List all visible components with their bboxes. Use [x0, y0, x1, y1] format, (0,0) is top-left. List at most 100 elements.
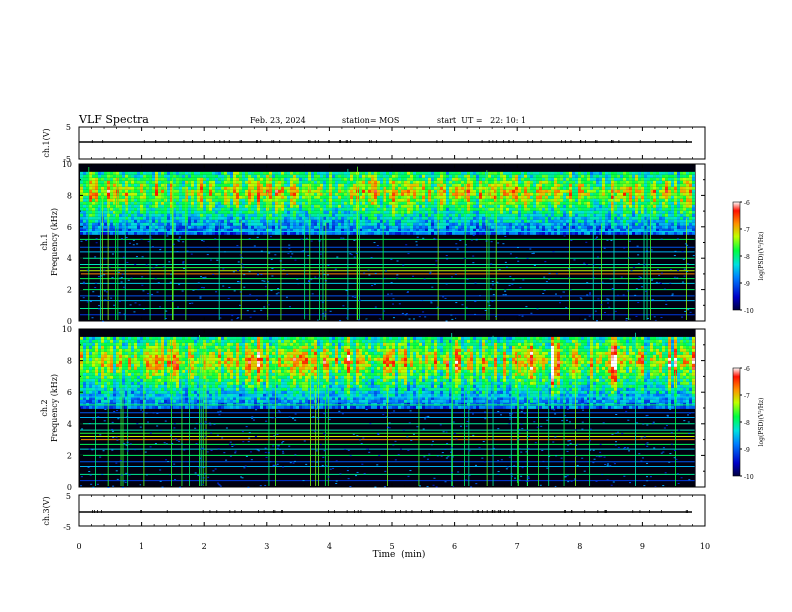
spectrogram-cell [221, 226, 224, 229]
spectrogram-cell [257, 220, 260, 223]
spectrogram-cell [92, 202, 95, 205]
spectrogram-cell [248, 217, 251, 220]
spectrogram-cell [614, 190, 617, 193]
spectrogram-cell [260, 211, 263, 214]
spectrogram-cell [347, 196, 350, 199]
spectrogram-cell [650, 178, 653, 181]
spectrogram-cell [173, 175, 176, 178]
spectrogram-cell [452, 223, 455, 226]
spectrogram-cell [671, 220, 674, 223]
spectrogram-cell [545, 208, 548, 211]
spectrogram-cell [395, 211, 398, 214]
spectrogram-cell [575, 199, 578, 202]
spectrogram-cell [314, 223, 317, 226]
spectrogram-cell [578, 232, 581, 235]
spectrogram-cell [350, 202, 353, 205]
spectrogram-cell [662, 175, 665, 178]
spectrogram-cell [371, 220, 374, 223]
spectrogram-cell [482, 226, 485, 229]
spectrogram-cell [542, 175, 545, 178]
spectrogram-cell [503, 193, 506, 196]
spectrogram-cell [332, 178, 335, 181]
spectrogram-cell [269, 178, 272, 181]
spectrogram-cell [458, 214, 461, 217]
spectrogram-cell [239, 190, 242, 193]
spectrogram-speckle [586, 264, 588, 265]
spectrogram-cell [680, 187, 683, 190]
spectrogram-cell [497, 232, 500, 235]
spectrogram-cell [134, 187, 137, 190]
spectrogram-cell [461, 199, 464, 202]
spectrogram-cell [572, 178, 575, 181]
spectrogram-cell [407, 214, 410, 217]
spectrogram-cell [458, 178, 461, 181]
spectrogram-cell [332, 175, 335, 178]
spectrogram-cell [578, 202, 581, 205]
spectrogram-cell [203, 178, 206, 181]
spectrogram-cell [131, 193, 134, 196]
spectrogram-cell [488, 172, 491, 175]
spectrogram-speckle [677, 270, 679, 271]
spectrogram-cell [290, 232, 293, 235]
spectrogram-speckle [96, 238, 98, 239]
spectrogram-cell [518, 202, 521, 205]
spectrogram-cell [164, 202, 167, 205]
spectrogram-cell [284, 217, 287, 220]
spectrogram-cell [554, 190, 557, 193]
spectrogram-cell [92, 196, 95, 199]
spectrogram-cell [668, 193, 671, 196]
spectrogram-cell [242, 187, 245, 190]
spectrogram-cell [620, 199, 623, 202]
spectrogram-cell [143, 220, 146, 223]
spectrogram-cell [95, 193, 98, 196]
spectrogram-cell [674, 211, 677, 214]
spectrogram-cell [428, 223, 431, 226]
spectrogram-cell [395, 178, 398, 181]
spectrogram-cell [230, 184, 233, 187]
spectrogram-cell [218, 172, 221, 175]
spectrogram-cell [497, 181, 500, 184]
spectrogram-cell [437, 175, 440, 178]
spectrogram-cell [92, 232, 95, 235]
spectrogram-cell [590, 175, 593, 178]
spectrogram-cell [572, 193, 575, 196]
spectrogram-cell [398, 187, 401, 190]
spectrogram-cell [497, 208, 500, 211]
spectrogram-cell [455, 199, 458, 202]
spectrogram-cell [530, 196, 533, 199]
spectrogram-cell [404, 217, 407, 220]
spectrogram-cell [518, 214, 521, 217]
spectrogram-cell [158, 184, 161, 187]
spectrogram-cell [470, 190, 473, 193]
spectrogram-cell [383, 172, 386, 175]
spectrogram-cell [563, 226, 566, 229]
spectrogram-cell [443, 226, 446, 229]
spectrogram-cell [524, 214, 527, 217]
spectrogram-cell [314, 175, 317, 178]
spectrogram-cell [119, 211, 122, 214]
spectrogram-cell [194, 196, 197, 199]
spectrogram-cell [584, 199, 587, 202]
spectrogram-cell [524, 196, 527, 199]
spectrogram-cell [353, 184, 356, 187]
spectrogram-cell [449, 226, 452, 229]
spectrogram-cell [584, 190, 587, 193]
spectrogram-cell [104, 181, 107, 184]
spectrogram-cell [449, 202, 452, 205]
spectrogram-cell [587, 202, 590, 205]
spectrogram-cell [425, 223, 428, 226]
spectrogram-speckle [405, 244, 407, 245]
spectrogram-cell [629, 214, 632, 217]
spectrogram-cell [431, 175, 434, 178]
spectrogram-cell [410, 181, 413, 184]
spectrogram-cell [338, 226, 341, 229]
spectrogram-cell [395, 208, 398, 211]
spectrogram-cell [428, 226, 431, 229]
spectrogram-speckle [537, 309, 539, 310]
spectrogram-cell [188, 208, 191, 211]
spectrogram-cell [671, 190, 674, 193]
spectrogram-cell [119, 223, 122, 226]
spectrogram-cell [620, 184, 623, 187]
spectrogram-cell [275, 226, 278, 229]
spectrogram-speckle [431, 287, 433, 288]
